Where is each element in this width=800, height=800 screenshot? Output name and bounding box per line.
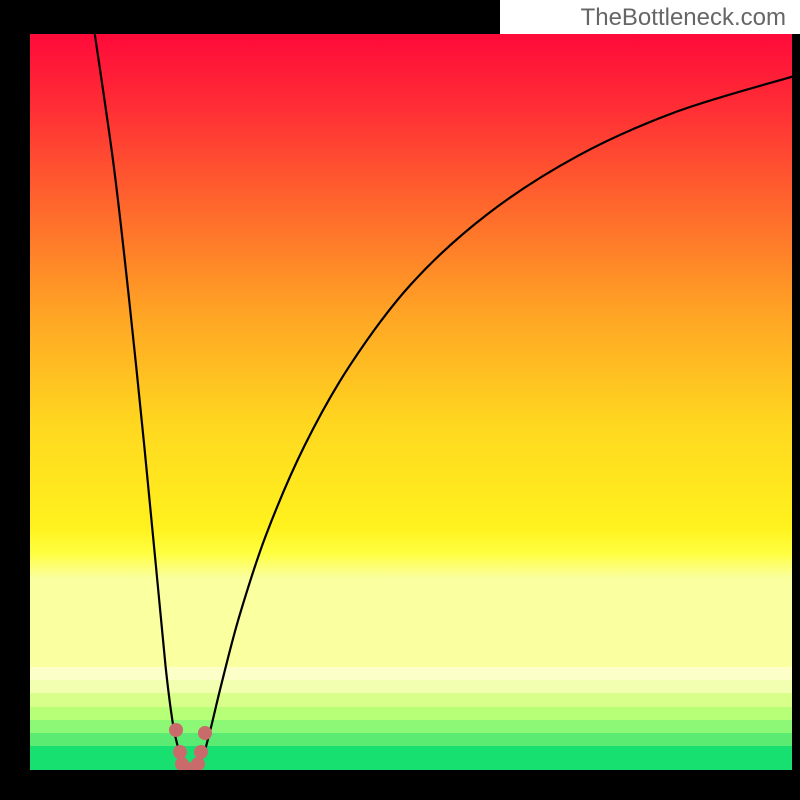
curve-marker (169, 723, 183, 737)
chart-root: { "canvas": { "width": 800, "height": 80… (0, 0, 800, 800)
curve-marker (198, 726, 212, 740)
plot-area (30, 34, 792, 770)
frame-left (0, 0, 30, 800)
frame-right (792, 0, 800, 800)
curve-markers-group (30, 34, 792, 770)
curve-marker (191, 757, 205, 770)
frame-bottom (0, 770, 800, 800)
curve-marker (194, 745, 208, 759)
watermark-text: TheBottleneck.com (581, 4, 786, 32)
